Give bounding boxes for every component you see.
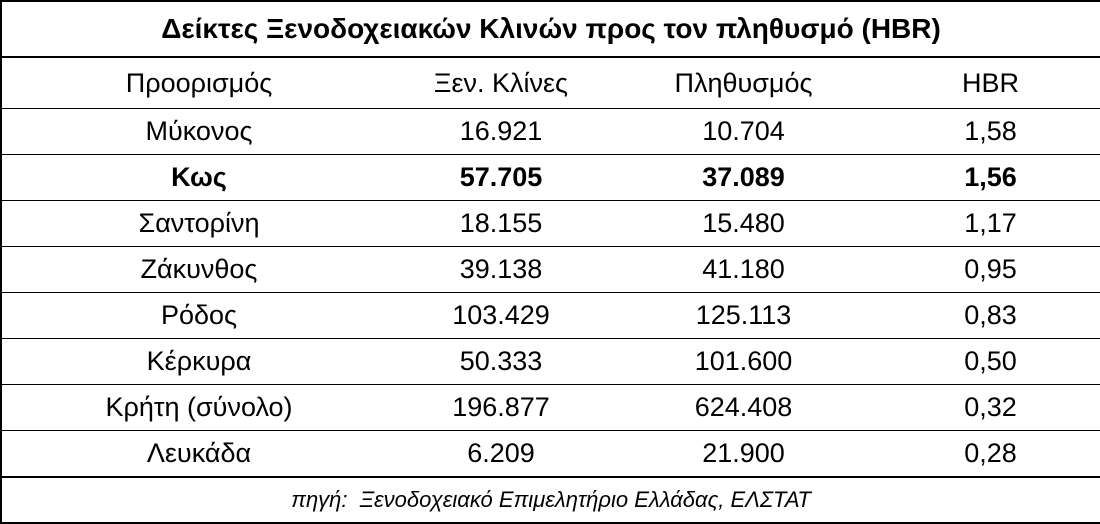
cell: 1,56 xyxy=(881,154,1100,201)
cell: 15.480 xyxy=(606,200,881,247)
title-row: Δείκτες Ξενοδοχειακών Κλινών προς τον πλ… xyxy=(0,0,1100,58)
cell: 50.333 xyxy=(396,338,606,385)
cell: Ζάκυνθος xyxy=(1,246,396,293)
cell: 6.209 xyxy=(396,430,606,478)
header-cell: Ξεν. Κλίνες xyxy=(396,57,606,109)
cell: 0,50 xyxy=(881,338,1100,385)
cell: 196.877 xyxy=(396,384,606,431)
cell: 10.704 xyxy=(606,108,881,155)
cell: 0,28 xyxy=(881,430,1100,478)
cell: 16.921 xyxy=(396,108,606,155)
cell: 39.138 xyxy=(396,246,606,293)
cell: 1,17 xyxy=(881,200,1100,247)
cell: 18.155 xyxy=(396,200,606,247)
cell: 101.600 xyxy=(606,338,881,385)
cell: 37.089 xyxy=(606,154,881,201)
data-row: Κέρκυρα 50.333 101.600 0,50 xyxy=(1,338,1100,385)
data-row: Σαντορίνη 18.155 15.480 1,17 xyxy=(1,200,1100,247)
cell: Μύκονος xyxy=(1,108,396,155)
data-row: Λευκάδα 6.209 21.900 0,28 xyxy=(1,430,1100,478)
header-cell: Πληθυσμός xyxy=(606,57,881,109)
cell: 0,32 xyxy=(881,384,1100,431)
cell: 103.429 xyxy=(396,292,606,339)
data-row: Κως 57.705 37.089 1,56 xyxy=(1,154,1100,201)
header-cell: HBR xyxy=(881,57,1100,109)
cell: Κέρκυρα xyxy=(1,338,396,385)
header-row: Προορισμός Ξεν. Κλίνες Πληθυσμός HBR xyxy=(1,57,1100,109)
cell: 624.408 xyxy=(606,384,881,431)
cell: 41.180 xyxy=(606,246,881,293)
header-cell: Προορισμός xyxy=(1,57,396,109)
cell: Ρόδος xyxy=(1,292,396,339)
cell: 21.900 xyxy=(606,430,881,478)
source-note: πηγή: Ξενοδοχειακό Επιμελητήριο Ελλάδας,… xyxy=(0,476,1100,524)
cell: 0,83 xyxy=(881,292,1100,339)
data-row: Ζάκυνθος 39.138 41.180 0,95 xyxy=(1,246,1100,293)
cell: Σαντορίνη xyxy=(1,200,396,247)
cell: 1,58 xyxy=(881,108,1100,155)
cell: 57.705 xyxy=(396,154,606,201)
cell: 125.113 xyxy=(606,292,881,339)
table-title: Δείκτες Ξενοδοχειακών Κλινών προς τον πλ… xyxy=(0,0,1100,58)
cell: Λευκάδα xyxy=(1,430,396,478)
data-row: Μύκονος 16.921 10.704 1,58 xyxy=(1,108,1100,155)
source-row: πηγή: Ξενοδοχειακό Επιμελητήριο Ελλάδας,… xyxy=(0,476,1100,524)
cell: 0,95 xyxy=(881,246,1100,293)
cell: Κρήτη (σύνολο) xyxy=(1,384,396,431)
data-row: Κρήτη (σύνολο) 196.877 624.408 0,32 xyxy=(1,384,1100,431)
cell: Κως xyxy=(1,154,396,201)
data-row: Ρόδος 103.429 125.113 0,83 xyxy=(1,292,1100,339)
